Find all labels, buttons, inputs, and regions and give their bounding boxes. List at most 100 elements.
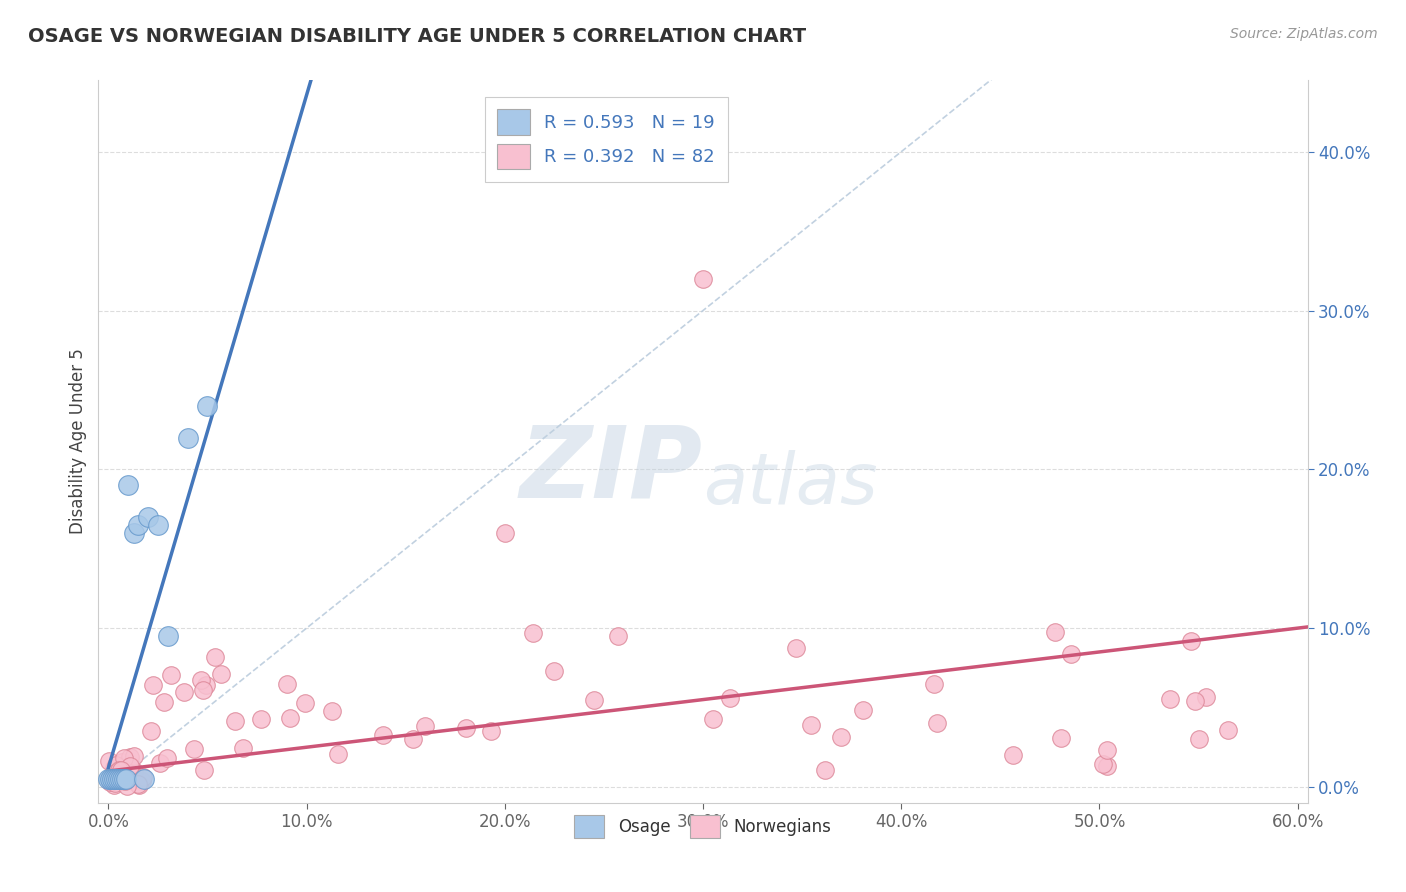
Point [132,772,155,786]
Point [107,764,129,778]
Point [543,664,565,678]
Point [122,525,145,540]
Point [104,776,127,790]
Point [105,772,128,786]
Point [120,759,142,773]
Point [98,772,121,786]
Point [127,517,149,532]
Point [1097,758,1119,772]
Point [103,772,125,786]
Point [103,779,125,793]
Point [1049,731,1071,746]
Point [156,751,179,765]
Point [149,756,172,770]
Point [321,705,343,719]
Text: atlas: atlas [703,450,877,519]
Point [1187,732,1209,747]
Point [1060,647,1083,661]
Point [278,711,301,725]
Point [852,703,875,717]
Point [1002,748,1025,763]
Point [250,712,273,726]
Point [413,718,436,732]
Point [800,718,823,732]
Point [110,763,132,777]
Text: ZIP: ZIP [520,422,703,519]
Point [718,691,741,706]
Point [582,693,605,707]
Point [110,772,132,786]
Point [1180,634,1202,648]
Point [522,626,544,640]
Point [1184,694,1206,708]
Point [118,749,141,764]
Point [191,683,214,698]
Point [139,724,162,739]
Point [456,721,478,735]
Point [190,673,212,688]
Text: Source: ZipAtlas.com: Source: ZipAtlas.com [1230,27,1378,41]
Point [107,772,129,786]
Point [197,399,219,413]
Point [104,758,127,772]
Point [115,779,138,793]
Point [1095,743,1118,757]
Point [103,761,125,775]
Point [326,747,349,761]
Point [927,715,949,730]
Point [108,764,131,779]
Point [924,677,946,691]
Point [146,517,169,532]
Point [607,629,630,643]
Point [117,478,139,492]
Point [494,525,516,540]
Point [814,763,837,777]
Point [224,714,246,728]
Point [160,668,183,682]
Point [112,751,135,765]
Point [111,772,134,786]
Point [209,667,232,681]
Point [193,764,215,778]
Point [131,773,153,788]
Point [98,754,121,768]
Point [136,510,159,524]
Point [107,772,129,786]
Point [785,640,807,655]
Point [118,761,141,775]
Point [692,272,714,286]
Y-axis label: Disability Age Under 5: Disability Age Under 5 [69,349,87,534]
Point [132,770,155,784]
Point [1159,692,1181,706]
Point [232,741,254,756]
Point [124,764,146,778]
Point [276,677,298,691]
Point [173,685,195,699]
Point [204,649,226,664]
Point [127,777,149,791]
Point [183,742,205,756]
Point [122,749,145,764]
Point [830,730,852,744]
Point [142,678,165,692]
Point [103,770,125,784]
Point [176,431,198,445]
Point [1195,690,1218,704]
Point [111,755,134,769]
Point [104,766,127,780]
Text: OSAGE VS NORWEGIAN DISABILITY AGE UNDER 5 CORRELATION CHART: OSAGE VS NORWEGIAN DISABILITY AGE UNDER … [28,27,806,45]
Point [101,772,124,786]
Legend: Osage, Norwegians: Osage, Norwegians [568,808,838,845]
Point [702,712,724,726]
Point [128,778,150,792]
Point [100,774,122,789]
Point [153,695,176,709]
Point [156,629,179,643]
Point [294,696,316,710]
Point [402,732,425,747]
Point [97,772,120,786]
Point [1045,625,1067,640]
Point [114,774,136,789]
Point [112,772,135,786]
Point [115,772,138,786]
